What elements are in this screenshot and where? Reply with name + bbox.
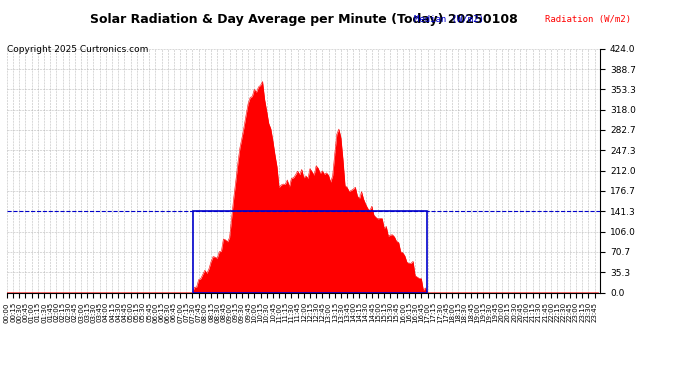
Text: Median (W/m2): Median (W/m2) — [414, 15, 484, 24]
Bar — [193, 211, 426, 292]
Text: Copyright 2025 Curtronics.com: Copyright 2025 Curtronics.com — [7, 45, 148, 54]
Text: Radiation (W/m2): Radiation (W/m2) — [545, 15, 631, 24]
Text: Solar Radiation & Day Average per Minute (Today) 20250108: Solar Radiation & Day Average per Minute… — [90, 13, 518, 26]
